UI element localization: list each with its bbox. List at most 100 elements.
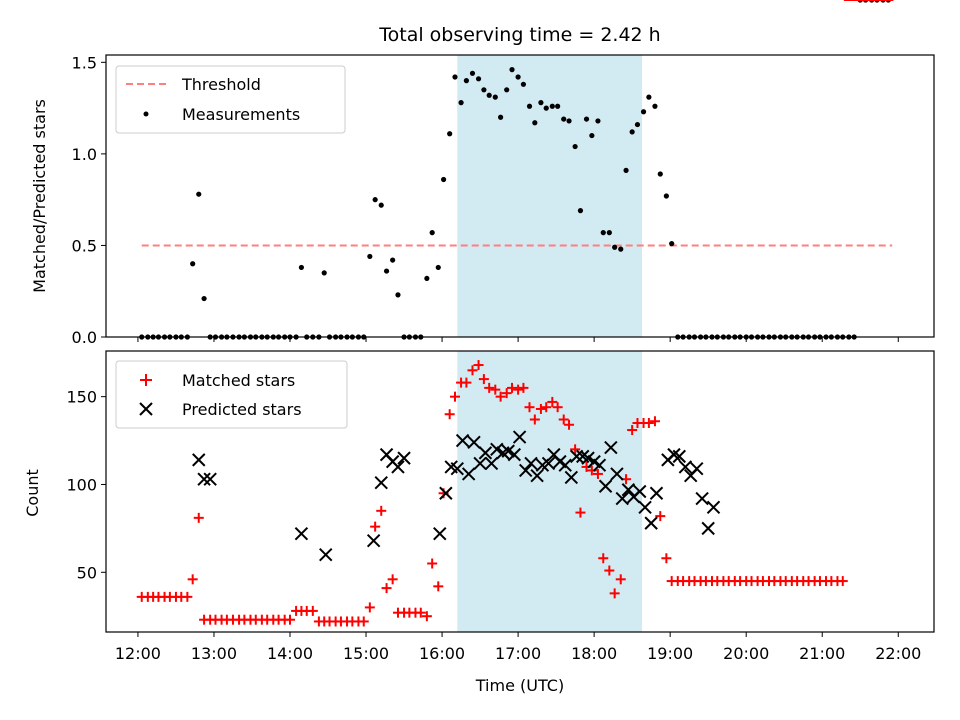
chart-title: Total observing time = 2.42 h (378, 24, 660, 46)
matched-star-point (495, 391, 506, 402)
measurement-point (481, 87, 487, 93)
predicted-star-point (461, 467, 476, 481)
predicted-star-point (615, 491, 629, 506)
measurement-point (600, 230, 606, 236)
predicted-star-point (294, 526, 309, 541)
matched-star-point (575, 507, 586, 518)
x-tick-label: 19:00 (647, 644, 693, 663)
matched-star-point (187, 574, 198, 585)
x-tick-label: 20:00 (723, 644, 769, 663)
predicted-star-point (695, 491, 709, 506)
x-tick-label: 14:00 (267, 644, 313, 663)
measurement-point (190, 261, 196, 267)
predicted-star-point (564, 470, 579, 485)
bottom-legend-box (115, 360, 348, 429)
predicted-star-point (558, 458, 572, 472)
measurement-point (452, 74, 458, 80)
bottom-legend: Matched stars Predicted stars (115, 360, 348, 429)
predicted-star-point (701, 521, 715, 536)
measurement-point (657, 171, 663, 177)
measurement-point (463, 78, 469, 84)
measurement-point (520, 81, 527, 87)
measurement-point (498, 114, 504, 120)
matched-star-point (570, 444, 581, 455)
x-tick-label: 16:00 (419, 644, 465, 663)
bottom-y-tick-label: 50 (77, 563, 97, 582)
measurement-point (196, 191, 202, 197)
matched-star-point (484, 382, 495, 393)
measurement-point (475, 76, 482, 82)
matched-star-point (285, 614, 295, 625)
matched-star-point (501, 388, 512, 399)
predicted-star-point (478, 446, 493, 460)
matched-star-point (541, 402, 552, 413)
measurement-point (492, 94, 498, 100)
predicted-star-point (678, 460, 693, 474)
matched-star-point (643, 418, 654, 429)
bottom-x-ticks: 12:00 13:00 14:00 15:00 16:00 17:00 18:00 19:00… (115, 632, 921, 663)
measurement-point (469, 70, 476, 76)
matched-star-point (552, 402, 563, 413)
predicted-star-point (319, 548, 333, 562)
matched-star-point (444, 409, 455, 420)
matched-star-point (490, 384, 501, 395)
matched-star-point (507, 382, 518, 393)
measurement-point (566, 118, 572, 124)
predicted-star-point (512, 430, 527, 444)
measurement-point (629, 129, 635, 135)
measurement-point (429, 230, 435, 236)
predicted-star-point (581, 451, 595, 465)
matched-star-point (529, 414, 540, 425)
matched-star-point (655, 511, 666, 522)
predicted-star-point (706, 500, 721, 515)
predicted-star-point (192, 453, 206, 467)
measurement-point (504, 87, 510, 93)
measurement-points (139, 0, 891, 340)
top-y-tick-label: 0.0 (72, 328, 97, 347)
matched-star-point (627, 425, 638, 436)
predicted-legend-label: Predicted stars (182, 400, 302, 419)
top-axes-frame (105, 54, 935, 338)
matched-star-point (370, 521, 381, 532)
measurement-point (549, 103, 555, 109)
matched-star-point (661, 553, 672, 564)
measurement-point (606, 230, 612, 236)
top-panel: 0.0 0.5 1.0 1.5 Matched/Predicted stars Thr… (30, 0, 935, 347)
measurement-point (577, 208, 584, 214)
measurement-point (663, 193, 669, 199)
predicted-star-point (455, 433, 470, 448)
measurements-legend-label: Measurements (182, 105, 300, 124)
matched-star-point (387, 574, 398, 585)
measurement-point (298, 264, 305, 271)
bottom-y-tick-label: 100 (66, 475, 97, 494)
measurement-point (383, 268, 390, 274)
matched-star-point (837, 576, 848, 587)
matched-star-point (461, 377, 472, 388)
measurement-point (458, 100, 464, 106)
predicted-star-point (518, 463, 533, 478)
top-highlight-span-group (457, 55, 643, 337)
measurement-point (612, 244, 618, 250)
predicted-star-point (649, 486, 664, 500)
measurement-point (623, 167, 629, 173)
bottom-y-axis-label: Count (23, 469, 42, 517)
predicted-star-point (604, 440, 618, 455)
matched-star-point (182, 591, 193, 602)
matched-star-point (364, 602, 375, 613)
predicted-star-point (638, 500, 652, 515)
measurement-point (543, 105, 549, 111)
measurement-point (583, 116, 590, 122)
predicted-star-point (439, 486, 453, 500)
matched-star-point (649, 416, 660, 427)
predicted-star-point (621, 483, 636, 497)
bottom-y-ticks: 50 100 150 (66, 388, 106, 582)
predicted-star-point (524, 456, 538, 471)
matched-star-point (604, 565, 615, 576)
predicted-star-point (197, 472, 211, 486)
matched-star-point (598, 553, 609, 564)
x-tick-label: 12:00 (115, 644, 161, 663)
measurement-point (538, 100, 544, 106)
top-legend: Threshold Measurements (115, 65, 346, 134)
